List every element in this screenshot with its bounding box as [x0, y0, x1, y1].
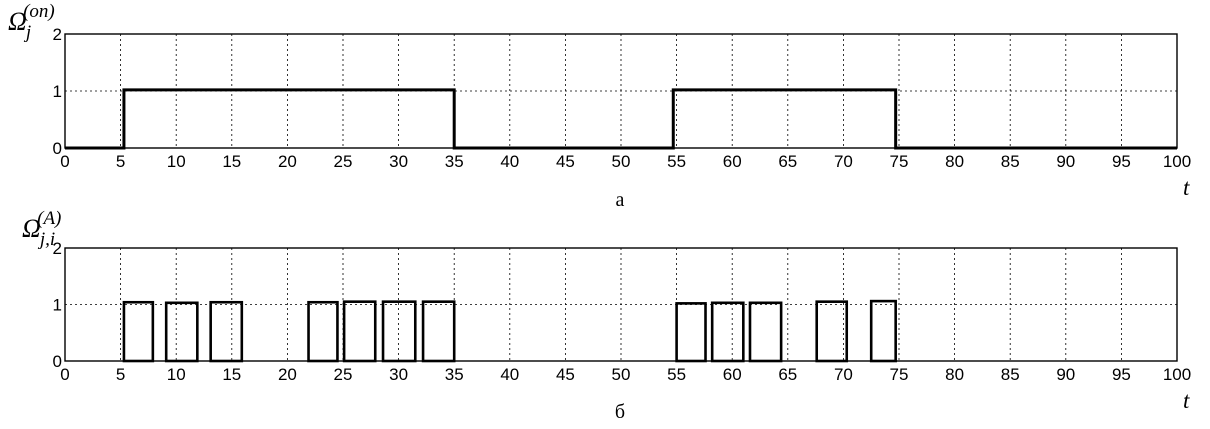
x-tick-label-a-13: 65 — [778, 152, 797, 171]
pulse-5 — [381, 300, 417, 363]
x-tick-label-b-16: 80 — [945, 365, 964, 384]
x-tick-label-b-19: 95 — [1112, 365, 1131, 384]
x-tick-label-b-14: 70 — [834, 365, 853, 384]
x-tick-label-b-10: 50 — [612, 365, 631, 384]
x-tick-label-a-19: 95 — [1112, 152, 1131, 171]
x-tick-label-a-6: 30 — [389, 152, 408, 171]
y-axis-symbol-a: Ω — [8, 7, 27, 36]
x-axis-label-a: t — [1183, 175, 1190, 200]
x-tick-label-a-7: 35 — [445, 152, 464, 171]
caption-a: а — [616, 189, 625, 211]
x-tick-label-a-10: 50 — [612, 152, 631, 171]
pulse-1 — [164, 301, 199, 363]
chart-panel-b: 0 5 10 15 20 25 30 35 40 45 50 55 60 65 70 75 80 85 90 95 10… — [22, 208, 1191, 423]
x-tick-label-a-1: 5 — [116, 152, 125, 171]
x-tick-label-b-20: 100 — [1163, 365, 1191, 384]
x-tick-label-a-0: 0 — [60, 152, 69, 171]
y-axis-superscript-a: (on) — [23, 1, 55, 22]
pulse-3 — [307, 300, 339, 363]
x-axis-label-b: t — [1183, 388, 1190, 413]
pulse-4 — [342, 300, 377, 363]
x-tick-label-b-4: 20 — [278, 365, 297, 384]
y-tick-labels-b: 0 1 2 — [53, 239, 62, 371]
x-tick-label-a-20: 100 — [1163, 152, 1191, 171]
x-tick-labels-b: 0 5 10 15 20 25 30 35 40 45 50 55 60 65 70 75 80 85 90 95 10… — [60, 365, 1191, 384]
x-tick-label-a-3: 15 — [222, 152, 241, 171]
x-tick-label-b-6: 30 — [389, 365, 408, 384]
x-tick-label-a-11: 55 — [667, 152, 686, 171]
pulse-8 — [710, 301, 745, 363]
y-tick-label-b-0: 0 — [53, 352, 62, 371]
caption-b: б — [615, 401, 625, 423]
x-tick-label-a-17: 85 — [1001, 152, 1020, 171]
pulse-2 — [209, 300, 244, 363]
x-tick-label-b-12: 60 — [723, 365, 742, 384]
pulse-6 — [421, 300, 456, 363]
x-tick-label-b-2: 10 — [167, 365, 186, 384]
grid-b — [65, 248, 1177, 361]
y-axis-subscript-b: j,i — [37, 229, 55, 250]
x-tick-label-a-16: 80 — [945, 152, 964, 171]
x-tick-label-b-8: 40 — [500, 365, 519, 384]
x-tick-label-a-15: 75 — [890, 152, 909, 171]
y-axis-subscript-a: j — [23, 22, 31, 43]
y-axis-symbol-b: Ω — [22, 214, 41, 243]
x-tick-label-a-4: 20 — [278, 152, 297, 171]
plot-frame-b — [64, 247, 1178, 362]
x-tick-label-b-0: 0 — [60, 365, 69, 384]
x-tick-label-b-1: 5 — [116, 365, 125, 384]
x-tick-labels-a: 0 5 10 15 20 25 30 35 40 45 50 55 60 65 70 75 80 85 90 95 10… — [60, 152, 1191, 171]
y-axis-label-a: Ωj(on) — [8, 1, 55, 43]
y-tick-label-b-2: 2 — [53, 239, 62, 258]
x-tick-label-b-13: 65 — [778, 365, 797, 384]
y-tick-label-a-1: 1 — [53, 82, 62, 101]
x-tick-label-a-14: 70 — [834, 152, 853, 171]
plot-frame-a — [64, 33, 1178, 149]
x-tick-label-a-18: 90 — [1056, 152, 1075, 171]
y-axis-label-b: Ωj,i(A) — [22, 208, 61, 250]
x-tick-label-b-3: 15 — [222, 365, 241, 384]
x-tick-label-a-8: 40 — [500, 152, 519, 171]
x-tick-label-b-5: 25 — [334, 365, 353, 384]
x-tick-label-a-5: 25 — [334, 152, 353, 171]
pulse-0 — [122, 300, 155, 363]
y-axis-superscript-b: (A) — [37, 208, 61, 229]
x-tick-label-b-15: 75 — [890, 365, 909, 384]
pulse-7 — [675, 302, 707, 363]
y-tick-label-a-2: 2 — [53, 25, 62, 44]
x-tick-label-a-12: 60 — [723, 152, 742, 171]
pulse-9 — [748, 301, 783, 363]
x-tick-label-a-2: 10 — [167, 152, 186, 171]
pulse-11 — [869, 299, 897, 363]
y-tick-label-b-1: 1 — [53, 296, 62, 315]
x-tick-label-b-18: 90 — [1056, 365, 1075, 384]
y-tick-label-a-0: 0 — [53, 139, 62, 158]
series-b — [122, 299, 897, 363]
x-tick-label-b-11: 55 — [667, 365, 686, 384]
y-tick-labels-a: 0 1 2 — [53, 25, 62, 158]
x-tick-label-b-17: 85 — [1001, 365, 1020, 384]
x-tick-label-b-7: 35 — [445, 365, 464, 384]
chart-panel-a: 0 5 10 15 20 25 30 35 40 45 50 55 60 65 70 75 80 85 90 95 10… — [8, 1, 1191, 211]
pulse-10 — [815, 300, 849, 363]
x-tick-label-a-9: 45 — [556, 152, 575, 171]
x-tick-label-b-9: 45 — [556, 365, 575, 384]
